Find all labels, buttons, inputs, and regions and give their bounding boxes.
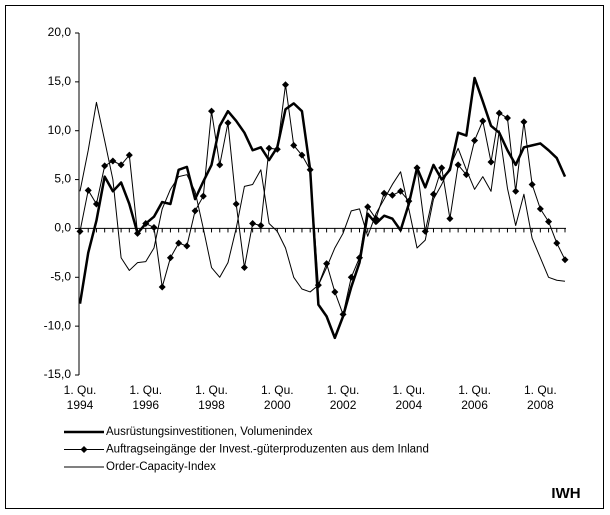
data-point [512,187,520,195]
data-point [503,114,511,122]
series-line [78,76,567,340]
data-point [92,200,100,208]
data-point [158,283,166,291]
data-point [175,239,183,247]
data-point [166,254,174,262]
data-point [101,162,109,170]
data-point [561,256,569,264]
data-point [216,161,224,169]
data-point [76,227,84,235]
data-point [257,221,265,229]
data-point [191,207,199,215]
data-point [413,164,421,172]
data-point [454,161,462,169]
x-tick-label: 1. Qu. 2006 [458,383,491,412]
data-point [232,200,240,208]
y-tick-label: -15,0 [44,367,72,381]
data-point [347,273,355,281]
x-tick-label: 1. Qu. 1996 [129,383,163,412]
data-point [495,109,503,117]
y-tick-label: 10,0 [48,123,72,137]
data-point [536,205,544,213]
legend-marker [80,446,88,453]
series-line [79,84,566,315]
y-tick-label: 5,0 [54,172,71,186]
data-point [372,215,380,223]
x-tick-label: 1. Qu. 2008 [523,383,557,412]
x-tick-label: 1. Qu. 2000 [260,383,294,412]
y-tick-label: -5,0 [50,269,71,283]
data-point [438,164,446,172]
x-tick-label: 1. Qu. 1998 [195,383,228,412]
data-point [282,81,290,89]
data-point [388,191,396,199]
series-line [79,101,566,293]
data-point [298,151,306,159]
y-tick-label: 15,0 [48,74,72,88]
y-tick-label: 20,0 [48,25,72,39]
data-point [240,264,248,272]
data-point [323,260,331,268]
data-point [471,136,479,144]
data-point [446,215,454,223]
data-point [224,119,232,127]
legend-label: Ausrüstungsinvestitionen, Volumenindex [106,426,313,438]
data-point [273,145,281,153]
data-point [290,141,298,149]
data-point [199,192,207,200]
data-point [117,161,125,169]
data-point [364,203,372,211]
data-point [487,158,495,166]
data-point [553,239,561,247]
data-point [339,310,347,318]
data-point [142,220,150,228]
data-point [183,242,191,250]
data-point [125,151,133,159]
source-label: IWH [551,485,580,502]
legend-label: Auftragseingänge der Invest.-güterproduz… [106,444,429,456]
data-point [331,288,339,296]
data-point [545,218,553,226]
data-point [134,229,142,237]
x-tick-label: 1. Qu. 1994 [63,383,97,412]
data-point [528,180,536,188]
data-point [208,107,216,115]
data-point [355,254,363,262]
data-point [150,223,158,231]
data-point [306,166,314,174]
data-point [84,186,92,194]
legend-label: Order-Capacity-Index [106,461,216,473]
data-point [479,117,487,125]
data-point [249,220,257,228]
frame-border [5,5,604,509]
x-tick-label: 1. Qu. 2004 [392,383,426,412]
x-tick-label: 1. Qu. 2002 [326,383,360,412]
data-point [397,187,405,195]
data-point [265,144,273,152]
data-point [520,118,528,126]
y-tick-label: -10,0 [44,318,72,332]
y-tick-label: 0,0 [54,221,71,235]
data-point [109,157,117,165]
